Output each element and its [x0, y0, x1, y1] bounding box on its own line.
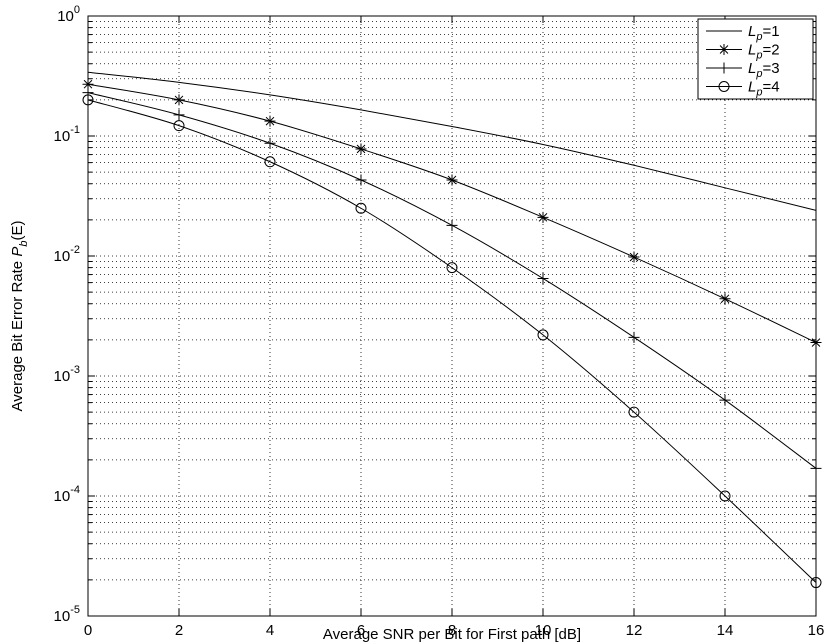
marker-circle	[719, 490, 731, 502]
marker-plus	[810, 462, 822, 474]
marker-plus	[718, 62, 730, 74]
x-axis-label: Average SNR per Bit for First path [dB]	[323, 626, 581, 643]
legend-label: Lp=2	[748, 42, 780, 62]
marker-plus	[537, 272, 549, 284]
legend-label: Lp=1	[748, 23, 780, 43]
series-line	[87, 92, 817, 469]
legend-entry: Lp=2	[706, 42, 780, 62]
marker-asterisk	[718, 44, 730, 55]
y-tick-label: 10-4	[54, 484, 80, 505]
x-tick-label: 8	[448, 622, 456, 639]
marker-asterisk	[173, 94, 185, 106]
marker-circle	[628, 406, 640, 418]
marker-circle	[810, 577, 822, 589]
marker-asterisk	[537, 211, 549, 223]
x-tick-label: 16	[808, 622, 825, 639]
marker-asterisk	[810, 337, 822, 349]
marker-circle	[446, 262, 458, 274]
y-tick-label: 10-2	[54, 244, 80, 265]
x-tick-label: 10	[535, 622, 552, 639]
marker-circle	[537, 329, 549, 341]
y-tick-label: 10-3	[54, 364, 80, 385]
marker-circle	[173, 120, 185, 132]
series-lp2	[82, 78, 822, 349]
series-lp1	[87, 71, 817, 211]
x-tick-label: 14	[717, 622, 734, 639]
marker-plus	[446, 219, 458, 231]
marker-circle	[82, 94, 94, 106]
marker-plus	[719, 394, 731, 406]
legend-label: Lp=4	[748, 79, 780, 99]
marker-plus	[264, 137, 276, 149]
series-line	[87, 71, 817, 211]
x-tick-label: 6	[357, 622, 365, 639]
legend: Lp=1Lp=2Lp=3Lp=4	[697, 18, 814, 100]
axis-ticks: 0 2 4 6 8 10 12 14 16 10-5 10-4 10-3 10-2 10-1 100	[54, 4, 825, 639]
marker-plus	[173, 109, 185, 121]
y-axis-label: Average Bit Error Rate Pb(E)	[9, 221, 30, 412]
series-line	[87, 99, 817, 583]
x-tick-label: 2	[175, 622, 183, 639]
marker-plus	[355, 174, 367, 186]
marker-plus	[82, 87, 94, 99]
marker-plus	[628, 331, 640, 343]
x-tick-label: 12	[626, 622, 643, 639]
x-tick-label: 0	[84, 622, 92, 639]
marker-asterisk	[719, 293, 731, 305]
marker-circle	[355, 202, 367, 214]
legend-box	[697, 18, 814, 100]
series-lp3	[82, 87, 822, 474]
legend-entry: Lp=3	[706, 60, 780, 80]
y-tick-label: 100	[57, 4, 80, 25]
marker-circle	[264, 156, 276, 168]
y-tick-label: 10-5	[54, 604, 80, 625]
series-lp4	[82, 94, 822, 589]
y-tick-label: 10-1	[54, 124, 80, 145]
marker-asterisk	[82, 78, 94, 90]
marker-circle	[718, 81, 730, 92]
series-group	[82, 71, 822, 589]
x-tick-label: 4	[266, 622, 274, 639]
marker-asterisk	[628, 251, 640, 263]
legend-entry: Lp=1	[706, 23, 780, 43]
marker-asterisk	[446, 174, 458, 186]
legend-label: Lp=3	[748, 60, 780, 80]
legend-entry: Lp=4	[706, 79, 780, 99]
marker-asterisk	[264, 115, 276, 127]
marker-asterisk	[355, 143, 367, 155]
